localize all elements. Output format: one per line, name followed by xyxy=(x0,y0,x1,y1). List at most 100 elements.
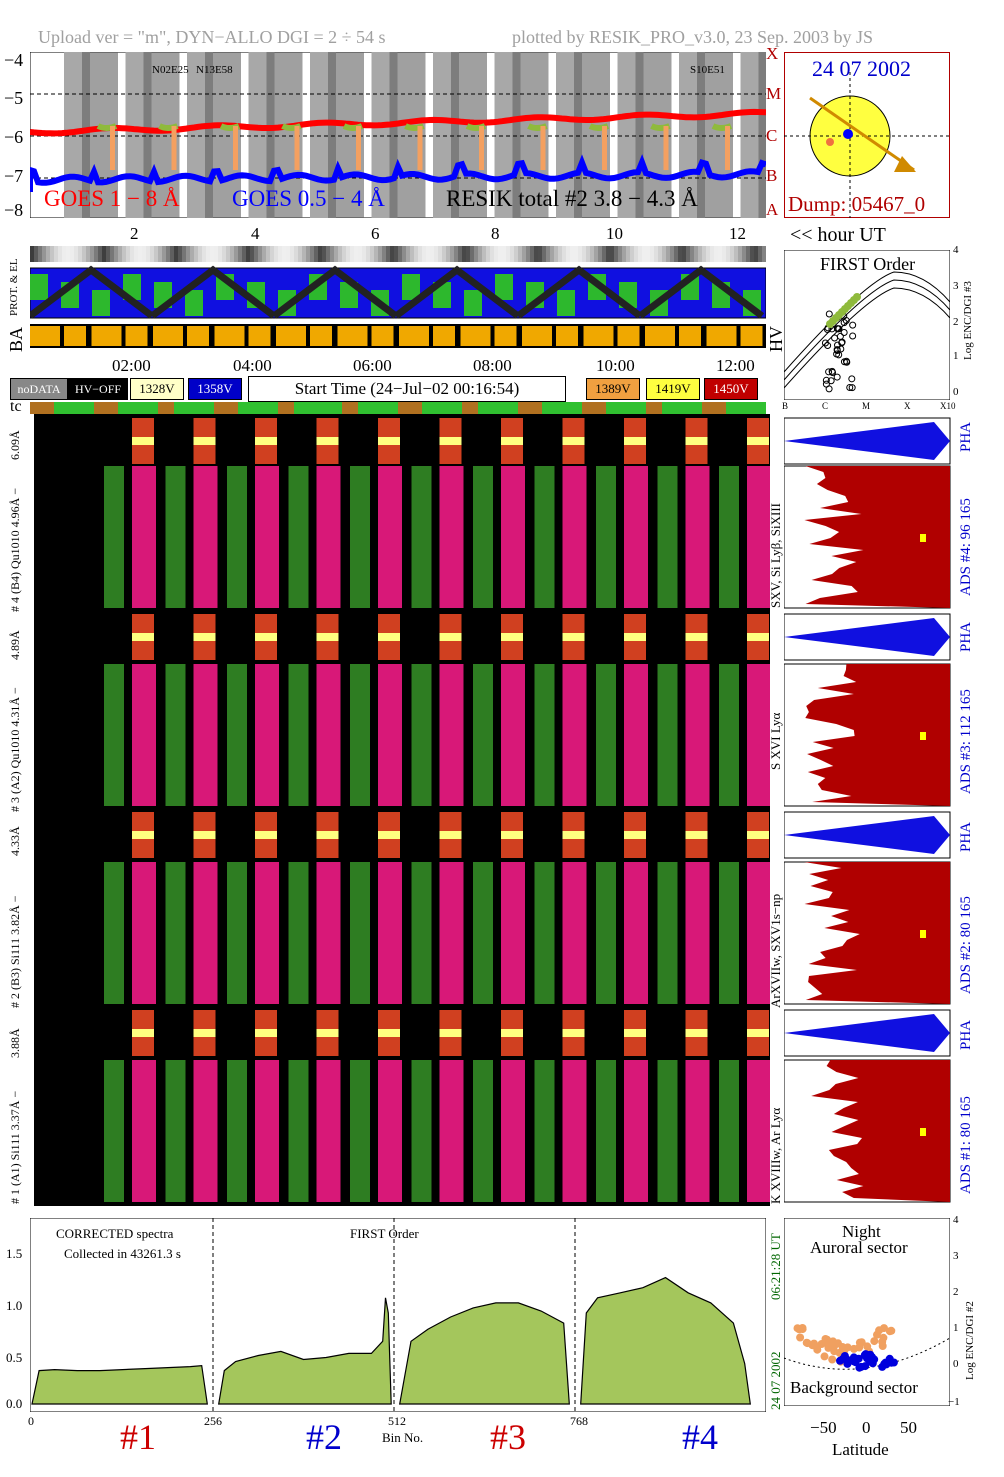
tc-cell xyxy=(510,402,518,414)
electron-cell xyxy=(182,246,186,262)
active-region-label: N02E25 xyxy=(152,64,189,76)
electron-cell xyxy=(690,246,694,262)
spectrogram-block-low xyxy=(473,466,493,608)
tc-cell xyxy=(334,402,342,414)
electron-cell xyxy=(410,246,414,262)
electron-cell xyxy=(222,246,226,262)
tc-cell xyxy=(574,402,582,414)
spectrogram-block-low xyxy=(350,466,370,608)
electron-cell xyxy=(218,246,222,262)
tc-cell xyxy=(670,402,678,414)
strip-peak xyxy=(624,633,646,641)
electron-cell xyxy=(750,246,754,262)
electron-cell xyxy=(82,246,86,262)
electron-cell xyxy=(634,246,638,262)
spectrogram-block xyxy=(624,862,648,1004)
electron-cell xyxy=(70,246,74,262)
tc-cell xyxy=(30,402,38,414)
electron-cell xyxy=(102,246,106,262)
tc-cell xyxy=(302,402,310,414)
goes-y-tick: −4 xyxy=(4,50,24,70)
spectrogram-block xyxy=(562,862,587,1004)
electron-cell xyxy=(86,246,90,262)
first-order-point xyxy=(849,321,857,329)
latitude-y-label: Log ENC/DGI #2 xyxy=(964,1301,976,1380)
tc-cell xyxy=(390,402,398,414)
spectrum-y-tick: 1.0 xyxy=(6,1298,23,1313)
latitude-y-tick: 0 xyxy=(953,1358,959,1370)
strip-peak xyxy=(255,1029,277,1037)
electron-cell xyxy=(134,246,138,262)
spectrum-y-tick: 0.5 xyxy=(6,1350,23,1365)
tc-cell xyxy=(286,402,294,414)
electron-cell xyxy=(342,246,346,262)
tc-cell xyxy=(190,402,198,414)
electron-cell xyxy=(434,246,438,262)
tc-cell xyxy=(758,402,766,414)
spectrogram-block xyxy=(378,862,402,1004)
spectrogram-block xyxy=(747,862,770,1004)
time-tick: 10:00 xyxy=(596,356,635,375)
proton-patch xyxy=(557,290,575,316)
spectrogram-block-low xyxy=(596,466,616,608)
ads-distribution xyxy=(804,862,950,1004)
detector-number: #3 xyxy=(490,1417,526,1457)
electron-cell xyxy=(422,246,426,262)
spectrum-x-label: Bin No. xyxy=(382,1430,424,1445)
fo-x-tick: M xyxy=(862,401,871,411)
electron-cell xyxy=(446,246,450,262)
detector-spectral-lines: S XVI Lyα xyxy=(768,712,783,770)
electron-cell xyxy=(270,246,274,262)
electron-cell xyxy=(474,246,478,262)
goes-05-4-legend: GOES 0.5 − 4 Å xyxy=(232,186,385,211)
tc-cell xyxy=(62,402,70,414)
background-point xyxy=(855,1363,864,1372)
spectrogram-block xyxy=(624,664,648,806)
detector-number: #1 xyxy=(120,1417,156,1457)
strip-peak xyxy=(685,437,708,445)
electron-cell xyxy=(734,246,738,262)
strip-peak xyxy=(685,633,708,641)
ads-distribution xyxy=(811,1060,950,1202)
spectrogram-block-low xyxy=(657,466,678,608)
first-order-point xyxy=(848,384,856,392)
latitude-y-tick: 2 xyxy=(953,1286,959,1298)
spectrogram-block-low xyxy=(288,466,309,608)
electron-cell xyxy=(106,246,110,262)
ads-distribution xyxy=(805,664,950,806)
tc-cell xyxy=(438,402,446,414)
spectrogram-block xyxy=(378,664,402,806)
detector-spectral-lines: SXV, Si Lyβ, SiXIII xyxy=(768,503,783,608)
ba-segment xyxy=(64,326,86,346)
tc-cell xyxy=(742,402,750,414)
tc-cell xyxy=(182,402,190,414)
electron-cell xyxy=(390,246,394,262)
first-order-point xyxy=(848,375,856,383)
tc-cell xyxy=(222,402,230,414)
electron-cell xyxy=(326,246,330,262)
tc-cell xyxy=(86,402,94,414)
fo-y-tick: 4 xyxy=(953,244,959,256)
electron-cell xyxy=(126,246,130,262)
detector-main-label: # 3 (A2) Qu1010 4.31Å − xyxy=(8,687,22,812)
spectrum-side-time: 06:21:28 UT xyxy=(768,1233,783,1300)
electron-cell xyxy=(458,246,462,262)
detector-ads-label: ADS #4: 96 165 xyxy=(958,498,974,596)
spectrogram-block xyxy=(316,1060,341,1202)
electron-cell xyxy=(154,246,158,262)
electron-cell xyxy=(626,246,630,262)
auroral-point xyxy=(849,1344,858,1353)
first-order-point xyxy=(840,319,848,327)
fo-y-tick: 3 xyxy=(953,280,959,292)
sun-disk-panel xyxy=(784,52,950,218)
proton-patch xyxy=(464,290,482,316)
electron-cell xyxy=(662,246,666,262)
latitude-y-tick: 1 xyxy=(953,1322,959,1334)
legend-hvoff: HV−OFF xyxy=(68,378,128,400)
electron-cell xyxy=(686,246,690,262)
ba-segment xyxy=(91,326,122,346)
spectrogram-block xyxy=(316,664,341,806)
electron-cell xyxy=(206,246,210,262)
ba-segment xyxy=(371,326,394,346)
electron-cell xyxy=(442,246,446,262)
